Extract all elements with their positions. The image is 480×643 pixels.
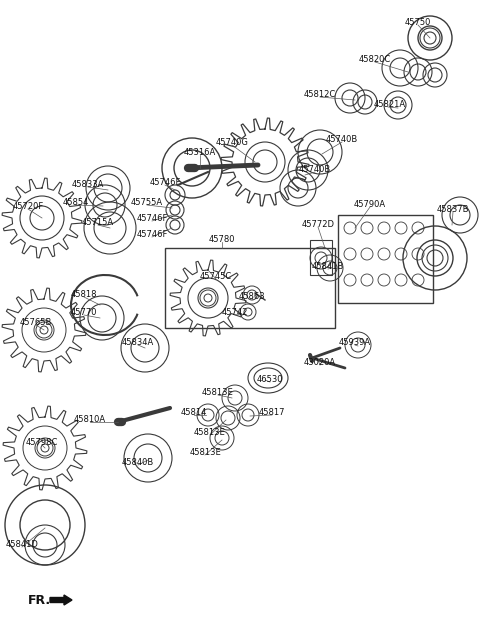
Text: 45715A: 45715A <box>82 218 114 227</box>
Text: 45810A: 45810A <box>74 415 106 424</box>
Text: 45742: 45742 <box>222 308 248 317</box>
Text: 45821A: 45821A <box>374 100 406 109</box>
Text: 45863: 45863 <box>239 292 265 301</box>
Text: 45817: 45817 <box>259 408 285 417</box>
Text: 45840B: 45840B <box>122 458 154 467</box>
Text: 45837B: 45837B <box>437 205 469 214</box>
Text: 45750: 45750 <box>405 18 431 27</box>
Text: 45790A: 45790A <box>354 200 386 209</box>
Text: 45746F: 45746F <box>149 178 180 187</box>
Text: 45740B: 45740B <box>326 135 358 144</box>
Text: 45316A: 45316A <box>184 148 216 157</box>
Text: FR.: FR. <box>28 593 51 606</box>
Text: 45812C: 45812C <box>304 90 336 99</box>
Text: 45745C: 45745C <box>200 272 232 281</box>
Text: 45813E: 45813E <box>202 388 234 397</box>
Text: 45813E: 45813E <box>189 448 221 457</box>
Text: 45770: 45770 <box>71 308 97 317</box>
FancyArrow shape <box>50 595 72 605</box>
Text: 45740B: 45740B <box>299 165 331 174</box>
Text: 45818: 45818 <box>71 290 97 299</box>
Text: 45820C: 45820C <box>359 55 391 64</box>
Text: 45746F: 45746F <box>136 214 168 223</box>
Bar <box>338 215 433 303</box>
Text: 45854: 45854 <box>63 198 89 207</box>
Text: 45780: 45780 <box>209 235 235 244</box>
Text: 45834A: 45834A <box>122 338 154 347</box>
Text: 45765B: 45765B <box>20 318 52 327</box>
Text: 45798C: 45798C <box>26 438 58 447</box>
Text: 45841B: 45841B <box>312 262 344 271</box>
Bar <box>165 248 335 328</box>
Text: 43020A: 43020A <box>304 358 336 367</box>
Text: 45841D: 45841D <box>6 540 38 549</box>
Text: 45833A: 45833A <box>72 180 104 189</box>
Bar <box>310 240 332 275</box>
Text: 45814: 45814 <box>181 408 207 417</box>
Text: 45772D: 45772D <box>301 220 335 229</box>
Text: 45939A: 45939A <box>339 338 371 347</box>
Text: 45740G: 45740G <box>216 138 249 147</box>
Text: 45720F: 45720F <box>12 202 44 211</box>
Text: 45755A: 45755A <box>131 198 163 207</box>
Text: 45746F: 45746F <box>136 230 168 239</box>
Text: 46530: 46530 <box>257 375 283 384</box>
Text: 45813E: 45813E <box>194 428 226 437</box>
